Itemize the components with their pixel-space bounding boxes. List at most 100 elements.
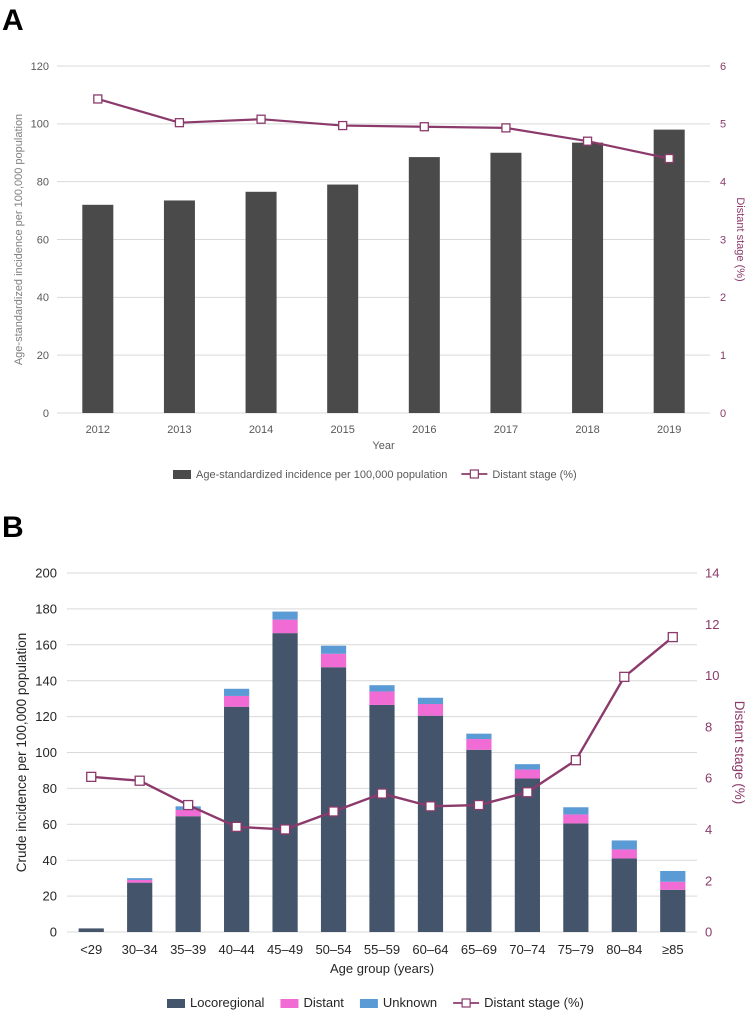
- bar: [563, 807, 589, 815]
- y2-tick-label: 4: [720, 177, 726, 189]
- bar: [272, 619, 298, 634]
- bar: [127, 879, 153, 883]
- data-point: [376, 788, 388, 799]
- y-axis-title: Age-standardized incidence per 100,000 p…: [13, 114, 25, 365]
- data-point: [501, 123, 511, 133]
- y-tick-label: 60: [43, 817, 57, 832]
- bar: [224, 706, 250, 932]
- x-tick-label: 60–64: [412, 942, 448, 957]
- x-tick-label: 55–59: [364, 942, 400, 957]
- bar: [245, 191, 277, 413]
- y2-tick-label: 3: [720, 234, 726, 246]
- data-point: [570, 755, 581, 766]
- y-tick-label: 0: [43, 408, 49, 420]
- legend-swatch: [359, 999, 378, 1008]
- y-axis-title: Crude incidence per 100,000 population: [14, 633, 29, 872]
- bar: [175, 816, 201, 932]
- bar: [611, 849, 637, 859]
- x-tick-label: 2017: [494, 424, 518, 436]
- data-point: [93, 94, 103, 104]
- bar: [327, 184, 359, 413]
- y-tick-label: 100: [31, 119, 49, 131]
- data-point: [338, 120, 348, 131]
- x-tick-label: 2014: [249, 424, 273, 436]
- y2-tick-label: 8: [705, 719, 712, 734]
- chart-a: 0 20 40 60 80 100 120 0 1 2 3 4 5 6 2012 2013 2014 2015 20…: [13, 61, 746, 481]
- data-point: [419, 122, 429, 132]
- x-tick-label: 2012: [86, 424, 110, 436]
- bar: [653, 129, 685, 413]
- x-tick-label: 45–49: [267, 942, 303, 957]
- bar: [369, 704, 395, 932]
- y-tick-label: 120: [35, 709, 57, 724]
- x-tick-label: <29: [80, 942, 102, 957]
- bar: [660, 881, 686, 890]
- x-tick-label: 30–34: [122, 942, 158, 957]
- bar: [127, 878, 153, 880]
- legend: Age-standardized incidence per 100,000 p…: [173, 469, 577, 481]
- legend-label: Locoregional: [190, 995, 265, 1010]
- legend-swatch-marker: [469, 469, 479, 479]
- bar: [563, 823, 589, 932]
- data-point: [473, 799, 485, 811]
- data-point: [522, 787, 533, 798]
- y-tick-label: 120: [31, 61, 49, 73]
- y-tick-label: 100: [35, 745, 57, 760]
- data-point: [664, 153, 674, 164]
- bar: [660, 870, 686, 882]
- y2-tick-label: 2: [720, 292, 726, 304]
- bar: [572, 142, 604, 414]
- bar: [369, 685, 395, 692]
- y-tick-label: 160: [35, 637, 57, 652]
- x-axis-title: Year: [372, 440, 395, 452]
- y-tick-label: 60: [37, 234, 49, 246]
- bar: [514, 769, 540, 779]
- x-tick-label: ≥85: [662, 942, 684, 957]
- bar: [417, 697, 444, 705]
- y2-axis-title: Distant stage (%): [734, 197, 746, 281]
- legend-swatch-marker: [461, 998, 471, 1008]
- bar: [272, 611, 298, 620]
- x-tick-label: 40–44: [219, 942, 255, 957]
- bar: [466, 733, 492, 740]
- bar: [320, 667, 347, 932]
- bar: [466, 739, 492, 750]
- bar: [320, 653, 347, 668]
- bar: [320, 645, 347, 654]
- y2-tick-label: 0: [705, 925, 712, 940]
- bar: [175, 809, 201, 817]
- x-tick-label: 70–74: [509, 942, 545, 957]
- bar: [78, 928, 104, 932]
- y2-tick-label: 10: [705, 668, 719, 683]
- bar: [490, 152, 522, 413]
- legend-label: Distant: [303, 995, 344, 1010]
- y2-tick-label: 6: [705, 771, 712, 786]
- x-tick-label: 2018: [575, 424, 599, 436]
- x-tick-label: 75–79: [558, 942, 594, 957]
- y-tick-label: 20: [37, 350, 49, 362]
- legend-swatch: [167, 999, 185, 1008]
- chart-b: 0 20 40 60 80 100 120 140 160 180 200 0 2 4 6 8 10 12 14 <2…: [14, 566, 747, 1010]
- bar: [224, 688, 250, 696]
- bar: [272, 633, 298, 932]
- x-tick-label: 65–69: [461, 942, 497, 957]
- legend-label: Age-standardized incidence per 100,000 p…: [196, 469, 447, 481]
- data-point: [279, 824, 291, 835]
- y-tick-label: 20: [43, 889, 57, 904]
- bar: [417, 715, 444, 932]
- y-tick-label: 40: [43, 853, 57, 868]
- bar: [563, 814, 589, 824]
- legend-swatch: [173, 470, 191, 479]
- data-point: [256, 114, 266, 124]
- bar: [611, 858, 637, 932]
- y-tick-label: 80: [37, 177, 49, 189]
- y-tick-label: 140: [35, 673, 57, 688]
- data-point: [183, 799, 194, 811]
- panel-b-letter: B: [2, 511, 24, 544]
- data-point: [134, 775, 145, 786]
- bar: [127, 882, 153, 932]
- data-point: [328, 806, 339, 817]
- bar: [163, 200, 195, 413]
- bar: [611, 840, 637, 850]
